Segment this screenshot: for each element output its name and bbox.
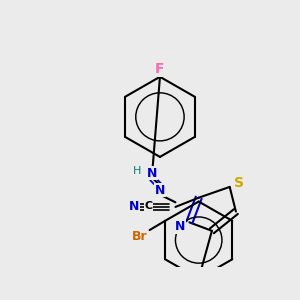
Text: N: N <box>147 167 158 180</box>
Text: Br: Br <box>132 230 147 243</box>
Text: F: F <box>155 62 165 76</box>
Text: N: N <box>175 220 185 233</box>
Text: H: H <box>133 166 141 176</box>
Text: N: N <box>129 200 140 213</box>
Text: N: N <box>155 184 165 196</box>
Text: C: C <box>144 201 152 211</box>
Text: S: S <box>234 176 244 190</box>
